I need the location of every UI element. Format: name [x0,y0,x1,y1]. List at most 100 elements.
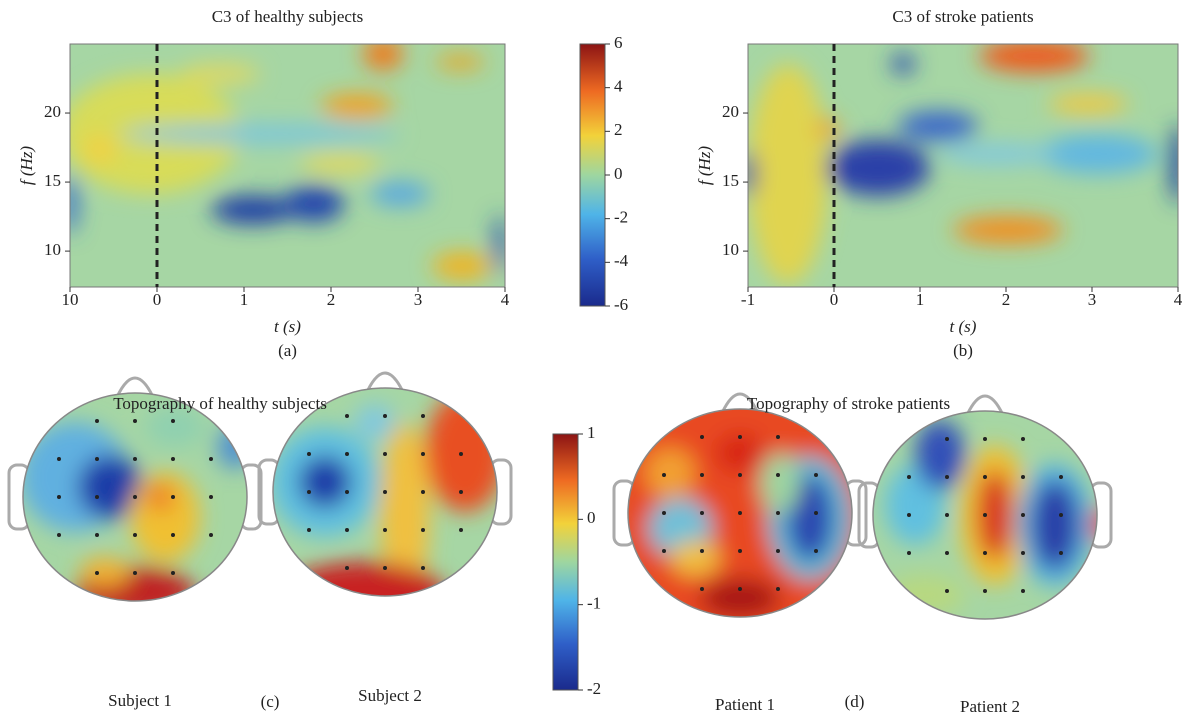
electrode [57,533,61,537]
heatmap-blob [363,38,403,70]
electrode [662,473,666,477]
electrode [95,533,99,537]
x-axis-label: t (s) [950,317,977,336]
electrode [983,437,987,441]
y-axis-label: f (Hz) [695,146,714,186]
head-blob [670,540,720,576]
head-label: Patient 2 [960,697,1020,714]
electrode [345,528,349,532]
electrode [421,414,425,418]
head-blob [915,420,965,490]
y-tick-label: 20 [44,102,61,121]
electrode [171,533,175,537]
colorbar [553,434,578,690]
electrode [171,495,175,499]
electrode [907,475,911,479]
electrode [95,419,99,423]
head-blob [425,392,505,512]
colorbar-tick-label: -1 [587,594,601,613]
head-blob [645,448,695,498]
x-tick-label: 3 [414,290,423,309]
head-blob [355,404,395,440]
electrode [814,549,818,553]
heatmap-blob [370,182,430,206]
electrode [776,587,780,591]
electrode [983,513,987,517]
colorbar-tick-label: 0 [614,164,623,183]
electrode [95,571,99,575]
colorbar-tick-label: 2 [614,120,623,139]
y-tick-label: 10 [44,240,61,259]
heatmap-blob [300,154,380,174]
electrode [383,528,387,532]
heatmap-blob [891,54,915,74]
panel-label: (b) [953,341,973,360]
electrode [700,473,704,477]
head-blob [80,557,130,587]
electrode [700,511,704,515]
figure: 1001234101520C3 of healthy subjectst (s)… [0,0,1187,714]
electrode [171,419,175,423]
electrode [983,475,987,479]
heatmap-blob [211,196,295,224]
heatmap-blob [898,111,978,141]
electrode [383,566,387,570]
electrode [345,566,349,570]
electrode [814,473,818,477]
electrode [738,435,742,439]
colorbar-tick-label: -4 [614,251,629,270]
electrode [945,589,949,593]
electrode [945,551,949,555]
head-label: Subject 1 [108,691,172,710]
chart-title: Topography of stroke patients [747,394,950,413]
heatmap-blob [435,54,485,70]
electrode [133,419,137,423]
electrode [1059,513,1063,517]
electrode [814,511,818,515]
electrode [662,511,666,515]
chart-title: C3 of stroke patients [892,7,1033,26]
chart-title: Topography of healthy subjects [113,394,327,413]
electrode [907,513,911,517]
heatmap-blob [494,214,506,274]
electrode [421,490,425,494]
electrode [307,528,311,532]
electrode [700,587,704,591]
electrode [95,457,99,461]
head-blob [285,562,445,622]
electrode [345,452,349,456]
electrode [459,528,463,532]
colorbar-tick-label: 6 [614,33,623,52]
electrode [421,566,425,570]
y-tick-label: 15 [722,171,739,190]
electrode [345,490,349,494]
electrode [133,571,137,575]
x-tick-label: 4 [1174,290,1183,309]
colorbar-tick-label: -2 [587,679,601,698]
head-label: Subject 2 [358,686,422,705]
electrode [383,452,387,456]
x-tick-label: 0 [153,290,162,309]
panel-label: (a) [278,341,297,360]
heatmap-blob [120,125,400,143]
y-tick-label: 10 [722,240,739,259]
electrode [662,549,666,553]
electrode [133,495,137,499]
heatmap-blob [953,216,1063,244]
y-tick-label: 20 [722,102,739,121]
x-axis-label: t (s) [274,317,301,336]
head-blob [885,575,965,615]
heatmap-blob [748,64,828,284]
head-blob [760,453,800,513]
electrode [700,435,704,439]
heatmap-blob [979,40,1089,72]
electrode [57,457,61,461]
electrode [945,437,949,441]
colorbar-tick-label: 0 [587,508,596,527]
electrode [983,551,987,555]
electrode [738,549,742,553]
electrode [983,589,987,593]
colorbar-tick-label: -2 [614,208,628,227]
electrode [776,549,780,553]
electrode [945,513,949,517]
